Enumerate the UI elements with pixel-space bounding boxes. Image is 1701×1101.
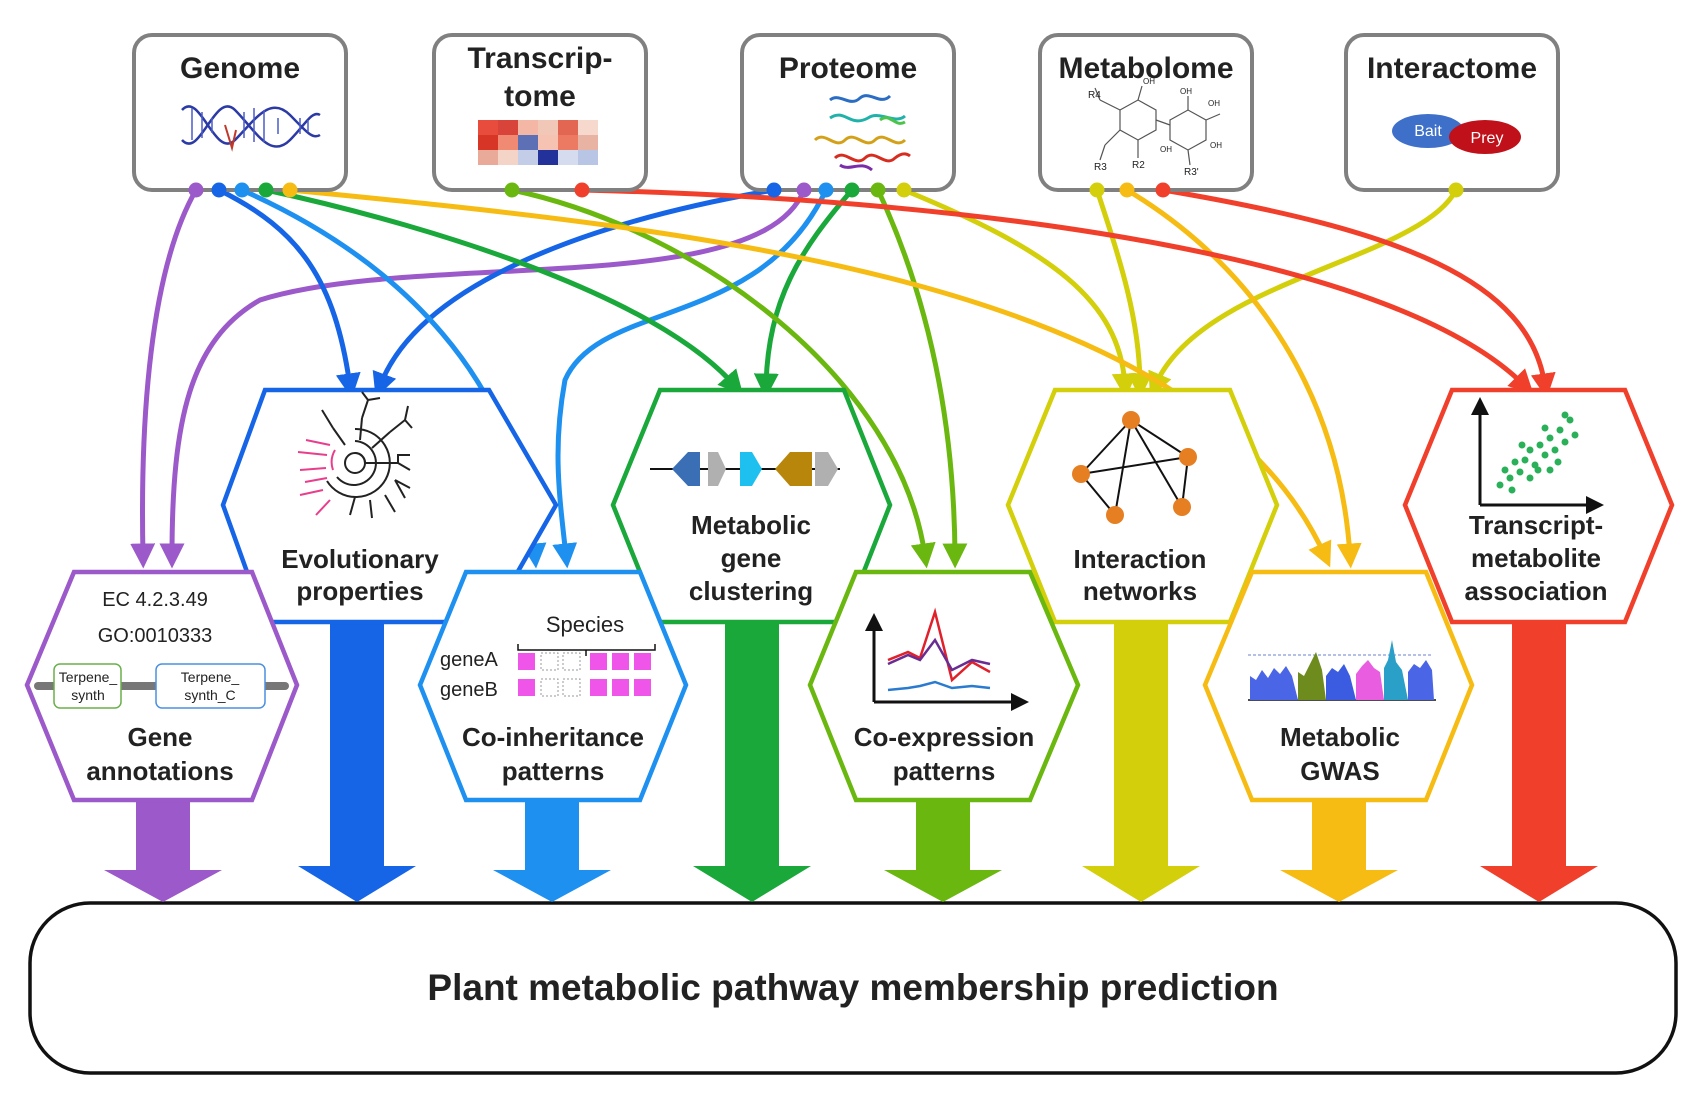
feature-labels: Evolutionary properties Metabolic gene c… <box>86 510 1607 786</box>
scatter-plot-icon <box>1471 397 1604 514</box>
clustering-label-line3: clustering <box>689 576 813 606</box>
connectors <box>130 187 1556 569</box>
evolutionary-label-line1: Evolutionary <box>281 544 439 574</box>
transcriptome-label-line1: Transcrip- <box>467 42 612 75</box>
domain1-line1: Terpene_ <box>59 669 118 685</box>
source-boxes: Genome Transcrip- tome Proteome Metabolo… <box>132 33 1560 192</box>
clustering-label-line1: Metabolic <box>691 510 811 540</box>
bait-prey-icon: Bait Prey <box>1392 114 1521 154</box>
big-arrows <box>104 622 1598 902</box>
hex-coinheritance <box>417 569 689 803</box>
domain1-line2: synth <box>71 687 104 703</box>
oh-label: OH <box>1143 77 1155 86</box>
tma-label-line1: Transcript- <box>1469 510 1603 540</box>
arrow-gene-annotations <box>104 800 222 902</box>
gene-annotation-icon: EC 4.2.3.49 GO:0010333 Terpene_ synth Te… <box>34 589 289 709</box>
prey-label: Prey <box>1471 130 1504 147</box>
connector-proteome-coexpression <box>875 188 968 569</box>
domain2-line1: Terpene_ <box>181 669 240 685</box>
feature-hexagons <box>24 387 1675 803</box>
heatmap-icon <box>478 120 598 165</box>
transcriptome-label-line2: tome <box>504 80 576 113</box>
interaction-label-line1: Interaction <box>1074 544 1207 574</box>
line-chart-icon <box>865 607 1029 711</box>
genome-label: Genome <box>180 52 300 85</box>
dna-helix-icon <box>181 105 321 152</box>
clustering-label-line2: gene <box>721 543 782 573</box>
interactome-label: Interactome <box>1367 52 1537 85</box>
output-label: Plant metabolic pathway membership predi… <box>427 967 1278 1008</box>
arrow-evolutionary <box>298 622 416 902</box>
coexpression-label-line2: patterns <box>893 756 996 786</box>
arrow-interaction <box>1082 622 1200 902</box>
ec-number-label: EC 4.2.3.49 <box>102 589 208 611</box>
connector-metabolome-interaction <box>1094 189 1153 399</box>
arrow-coexpression <box>884 800 1002 902</box>
connector-proteome-clustering <box>753 188 854 399</box>
coexpression-label-line1: Co-expression <box>854 722 1035 752</box>
arrow-coinheritance <box>493 800 611 902</box>
chemical-structure-icon <box>1094 85 1221 166</box>
geneB-label: geneB <box>440 679 498 701</box>
r3prime-label: R3' <box>1184 167 1199 178</box>
connector-transcriptome-coexpression <box>511 187 936 569</box>
gwas-label-line1: Metabolic <box>1280 722 1400 752</box>
gene-cluster-icon <box>650 452 840 486</box>
connector-genome-annotations <box>130 188 199 569</box>
metabolome-box <box>1038 33 1254 192</box>
connector-genome-clustering <box>265 187 744 396</box>
manhattan-plot-icon <box>1248 640 1436 701</box>
evolutionary-label-line2: properties <box>296 576 423 606</box>
annotations-label-line1: Gene <box>127 722 192 752</box>
bait-label: Bait <box>1414 123 1442 140</box>
interaction-network-icon <box>1072 411 1197 524</box>
oh-label: OH <box>1208 99 1220 108</box>
tma-label-line3: association <box>1464 576 1607 606</box>
connector-proteome-coinheritance <box>552 188 829 569</box>
connector-transcriptome-tma <box>581 187 1534 395</box>
connector-metabolome-gwas <box>1125 187 1362 569</box>
connector-genome-evolution <box>217 187 361 399</box>
oh-label: OH <box>1160 145 1172 154</box>
coinheritance-label-line2: patterns <box>502 756 605 786</box>
oh-label: OH <box>1180 87 1192 96</box>
chemical-labels: R4 R3 R2 R3' OH OH OH OH OH <box>1088 77 1222 178</box>
proteome-label: Proteome <box>779 52 917 85</box>
go-term-label: GO:0010333 <box>98 625 213 647</box>
connector-metabolome-tma <box>1162 187 1556 399</box>
output-box: Plant metabolic pathway membership predi… <box>28 901 1678 1075</box>
species-label: Species <box>546 612 624 637</box>
arrow-tma <box>1480 622 1598 902</box>
protein-structure-icon <box>813 94 911 172</box>
phylogenetic-tree-icon <box>297 391 413 519</box>
gwas-label-line2: GWAS <box>1300 756 1379 786</box>
annotations-label-line2: annotations <box>86 756 233 786</box>
domain2-line2: synth_C <box>184 687 235 703</box>
r4-label: R4 <box>1088 90 1101 101</box>
connector-proteome-evolution <box>372 187 775 398</box>
arrow-clustering <box>693 622 811 902</box>
oh-label: OH <box>1210 141 1222 150</box>
coinheritance-icon: Species geneA geneB <box>440 612 656 701</box>
interaction-label-line2: networks <box>1083 576 1197 606</box>
geneA-label: geneA <box>440 649 498 671</box>
r2-label: R2 <box>1132 160 1145 171</box>
r3-label: R3 <box>1094 162 1107 173</box>
connector-interactome-interaction <box>1148 188 1459 398</box>
coinheritance-label-line1: Co-inheritance <box>462 722 644 752</box>
arrow-gwas <box>1280 800 1398 902</box>
metabolome-label: Metabolome <box>1058 52 1233 85</box>
tma-label-line2: metabolite <box>1471 543 1601 573</box>
connector-dots <box>188 182 1464 198</box>
